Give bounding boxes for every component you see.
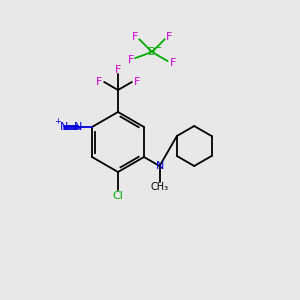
Text: F: F	[166, 32, 172, 42]
Text: F: F	[96, 77, 102, 87]
Text: F: F	[132, 32, 139, 42]
Text: −: −	[154, 43, 162, 53]
Text: CH₃: CH₃	[151, 182, 169, 192]
Text: F: F	[128, 55, 134, 65]
Text: +: +	[55, 116, 62, 125]
Text: F: F	[134, 77, 140, 87]
Text: N: N	[155, 161, 164, 171]
Text: N: N	[74, 122, 82, 132]
Text: N: N	[60, 122, 68, 132]
Text: B: B	[148, 47, 156, 57]
Text: F: F	[115, 65, 121, 75]
Text: F: F	[169, 58, 176, 68]
Text: Cl: Cl	[112, 191, 123, 201]
